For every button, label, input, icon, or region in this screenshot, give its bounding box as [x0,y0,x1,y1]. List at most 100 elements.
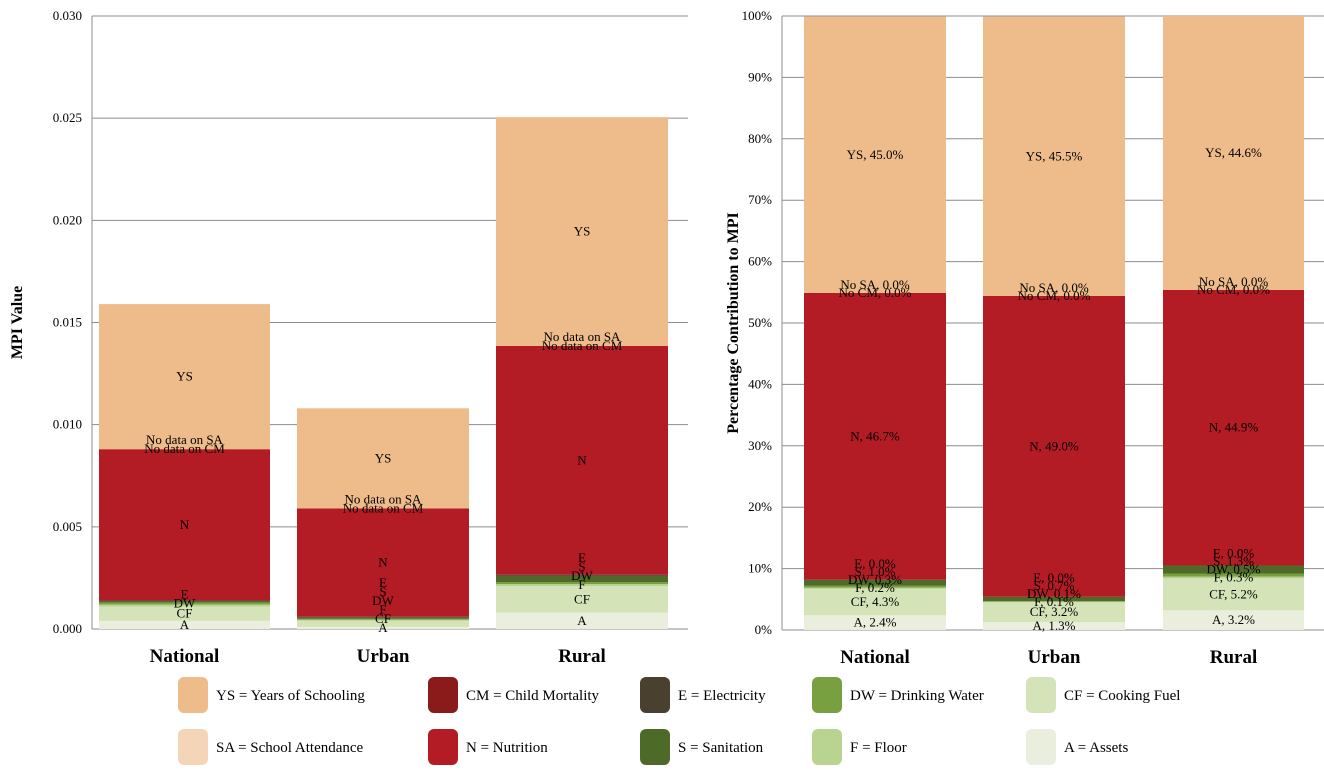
segment-label-sa: No SA, 0.0% [840,277,910,292]
segment-label-s: S, 0.7% [1034,578,1075,593]
bar-urban: A, 1.3%CF, 3.2%F, 0.1%DW, 0.1%S, 0.7%E, … [983,16,1125,633]
segment-label-s: S, 1.3% [1213,554,1254,569]
bar-segment-s [297,617,469,619]
bar-segment-n [983,295,1125,597]
y-tick-label: 0.020 [53,212,82,227]
bar-segment-dw [496,582,668,585]
segment-label-cf: CF, 5.2% [1209,586,1258,601]
segment-label-a: A, 3.2% [1212,612,1255,627]
bar-segment-dw [1163,573,1304,577]
bar-segment-a [1163,610,1304,630]
legend-swatch [812,729,842,765]
bar-segment-n [297,508,469,617]
segment-label-sa: No data on SA [146,432,224,447]
segment-label-ys: YS, 44.6% [1205,145,1262,160]
bar-rural: A, 3.2% CF, 5.2%F, 0.3%DW, 0.5%S, 1.3%E, … [1163,16,1304,630]
segment-label-e: E [578,550,586,565]
bar-segment-ys [297,408,469,509]
bar-segment-dw [297,618,469,620]
category-label: Rural [558,646,606,667]
segment-label-a: A [577,613,587,628]
y-tick-label: 90% [748,69,772,84]
bar-segment-ys [99,304,270,450]
bar-segment-e [297,616,469,618]
segment-label-s: S [578,559,585,574]
segment-label-dw: DW [571,568,593,583]
segment-label-cm: No data on CM [542,338,623,353]
segment-label-cm: No CM, 0.0% [1018,288,1091,303]
legend-swatch [640,729,670,765]
segment-label-n: N [577,452,587,467]
bar-segment-a [99,620,270,629]
segment-label-n: N [180,517,190,532]
y-tick-label: 30% [748,438,772,453]
legend-swatch [178,729,208,765]
bar-segment-dw [804,585,946,588]
y-tick-label: 50% [748,315,772,330]
bar-segment-s [496,575,668,583]
y-tick-label: 0.005 [53,519,82,534]
legend-item-ys: YS = Years of Schooling [178,677,365,713]
y-tick-label: 0.015 [53,315,82,330]
bar-segment-ys [1163,16,1304,290]
segment-label-cm: No CM, 0.0% [1197,282,1270,297]
legend-item-dw: DW = Drinking Water [812,677,984,713]
legend-item-e: E = Electricity [640,677,766,713]
segment-label-cf: CF, 4.3% [851,594,900,609]
y-tick-label: 0.000 [53,621,82,636]
legend: YS = Years of Schooling CM = Child Mortal… [178,677,1180,765]
legend-label: E = Electricity [678,688,766,704]
bar-segment-n [1163,289,1304,566]
legend-swatch [1026,729,1056,765]
legend-item-cf: CF = Cooking Fuel [1026,677,1180,713]
bar-segment-ys [804,16,946,293]
segment-label-e: E [181,586,189,601]
bar-segment-s [99,601,270,603]
bar-segment-a [297,626,469,629]
bar-segment-cf [1163,578,1304,611]
segment-label-dw: DW [174,595,196,610]
bar-segment-n [804,292,946,580]
segment-label-f: F [379,602,386,617]
segment-label-ys: YS, 45.0% [847,147,904,162]
y-tick-label: 70% [748,192,772,207]
legend-swatch [428,677,458,713]
segment-label-cm: No CM, 0.0% [839,285,912,300]
bar-segment-f [297,619,469,621]
bar-segment-a [496,612,668,629]
segment-label-s: S [379,584,386,599]
segment-label-s: S, 1.0% [855,564,896,579]
segment-label-ys: YS, 45.5% [1026,148,1083,163]
mpi-value-chart: 0.000 0.005 0.010 0.015 0.020 0.025 0.030 MPI V… [9,8,688,667]
segment-label-n: N, 46.7% [850,428,900,443]
bar-segment-n [496,345,668,575]
bar-segment-f [804,587,946,589]
bar-segment-a [983,622,1125,630]
bar-segment-ys [983,16,1125,296]
legend-item-s: S = Sanitation [640,729,764,765]
legend-label: S = Sanitation [678,740,764,756]
segment-label-sa: No data on SA [345,491,423,506]
y-axis-label: MPI Value [9,286,26,359]
legend-label: YS = Years of Schooling [216,688,365,704]
segment-label-e: E, 0.0% [1033,570,1075,585]
legend-swatch [1026,677,1056,713]
segment-label-f: F, 0.2% [855,580,895,595]
y-tick-label: 20% [748,499,772,514]
legend-label: F = Floor [850,740,907,756]
legend-item-sa: SA = School Attendance [178,729,364,765]
legend-label: DW = Drinking Water [850,688,984,704]
bar-segment-cf [99,606,270,621]
y-tick-label: 0.030 [53,8,82,23]
segment-label-dw: DW, 0.1% [1027,586,1081,601]
segment-label-cf: CF, 3.2% [1030,604,1079,619]
category-label: Urban [357,646,410,667]
segment-label-sa: No SA, 0.0% [1019,280,1089,295]
percentage-chart: 0% 10% 20% 30% 40% 50% 60% 70% 80% 90% 100% Percent… [725,8,1324,668]
y-tick-label: 10% [748,561,772,576]
segment-label-f: F, 0.3% [1214,570,1254,585]
